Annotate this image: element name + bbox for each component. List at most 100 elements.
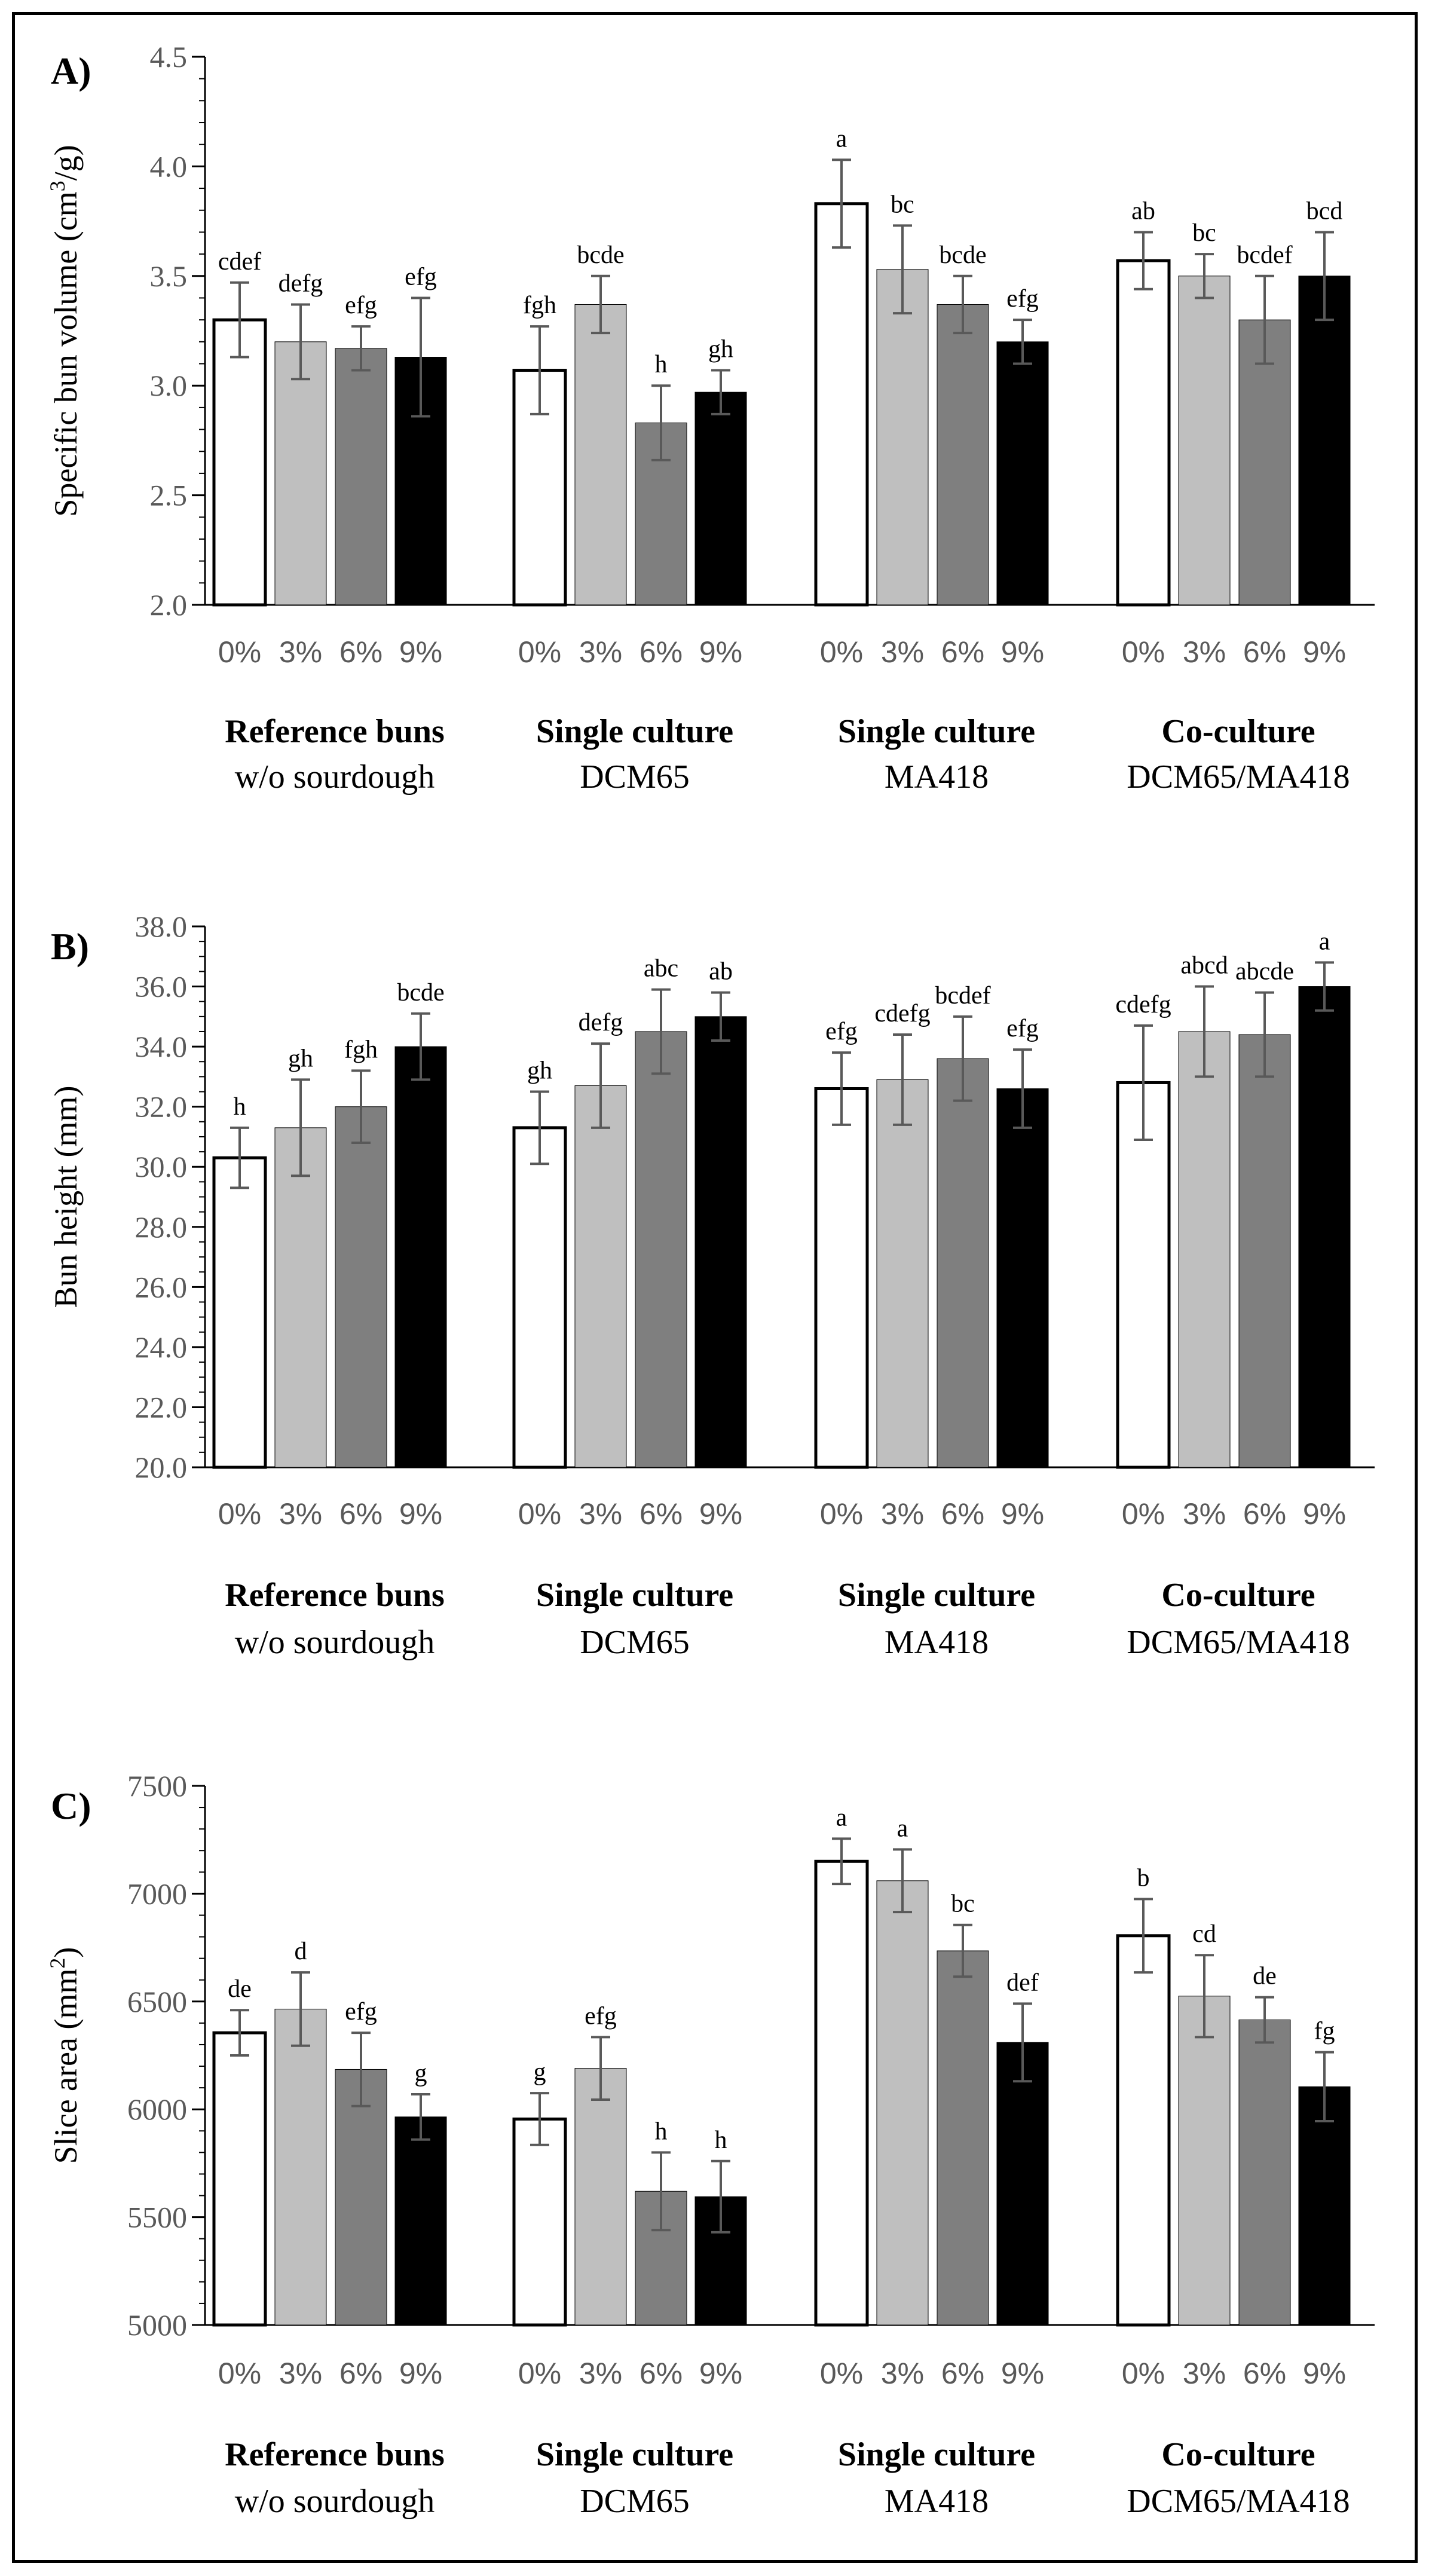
significance-letter: a: [897, 1815, 908, 1842]
bar: [512, 1126, 567, 1469]
group-title: Single culture: [838, 2436, 1035, 2473]
group-title: Single culture: [536, 2436, 733, 2473]
significance-letter: ab: [709, 958, 733, 986]
x-tick-label: 9%: [399, 1497, 442, 1531]
x-tick-label: 0%: [820, 1497, 863, 1531]
x-tick-label: 0%: [218, 1497, 261, 1531]
bar: [1116, 259, 1171, 607]
significance-letter: fgh: [523, 292, 556, 319]
group-subtitle: DCM65: [580, 758, 690, 796]
significance-letter: bc: [891, 191, 914, 218]
y-tick-label: 2.0: [150, 588, 188, 622]
bar: [996, 2042, 1049, 2326]
x-tick-label: 6%: [639, 2357, 683, 2390]
bar: [1238, 1034, 1291, 1468]
bar-group: de 0% d 3% efg 6% g 9% Reference buns w/o sourdou…: [212, 1938, 447, 2520]
significance-letter: bcde: [397, 979, 444, 1006]
y-tick-label: 34.0: [135, 1030, 188, 1063]
y-axis-label-main: Slice area (mm: [48, 1969, 84, 2164]
significance-letter: de: [1253, 1963, 1277, 1990]
x-tick-label: 6%: [941, 1497, 984, 1531]
bar: [212, 2031, 267, 2327]
x-tick-label: 9%: [399, 635, 442, 669]
y-tick-label: 38.0: [135, 910, 188, 943]
x-tick-label: 0%: [820, 635, 863, 669]
group-subtitle: MA418: [885, 1624, 989, 1661]
y-tick-label: 28.0: [135, 1210, 188, 1244]
significance-letter: gh: [527, 1057, 552, 1085]
significance-letter: fg: [1314, 2018, 1335, 2045]
group-subtitle: w/o sourdough: [235, 1624, 435, 1661]
significance-letter: h: [234, 1093, 246, 1121]
significance-letter: defg: [279, 270, 323, 297]
y-tick-label: 30.0: [135, 1150, 188, 1183]
bar-group: efg 0% cdefg 3% bcdef 6% efg 9% Single culture MA…: [814, 982, 1049, 1661]
x-tick-label: 3%: [881, 2357, 924, 2390]
significance-letter: bcd: [1306, 197, 1343, 225]
group-title: Reference buns: [225, 713, 445, 750]
bar: [574, 2068, 627, 2326]
y-axis-label: Bun height (mm): [48, 1086, 84, 1308]
significance-letter: cdefg: [874, 1000, 930, 1027]
significance-letter: efg: [1006, 285, 1039, 313]
y-tick-label: 4.0: [150, 149, 188, 183]
panel-label: B): [51, 925, 89, 968]
bar-group: b 0% cd 3% de 6% fg 9% Co-culture DCM65/MA418: [1116, 1864, 1351, 2520]
x-tick-label: 6%: [941, 2357, 984, 2390]
x-tick-label: 0%: [1122, 2357, 1165, 2390]
bar: [274, 341, 327, 605]
significance-letter: bcde: [939, 241, 986, 269]
bar: [1116, 1934, 1171, 2327]
x-tick-label: 3%: [1183, 2357, 1226, 2390]
group-subtitle: DCM65/MA418: [1127, 1624, 1350, 1661]
significance-letter: de: [228, 1975, 252, 2003]
bar: [876, 269, 929, 605]
y-tick-label: 3.5: [150, 259, 188, 293]
significance-letter: bcdef: [935, 982, 990, 1009]
group-subtitle: w/o sourdough: [235, 2483, 435, 2520]
group-subtitle: DCM65/MA418: [1127, 2483, 1350, 2520]
bar: [937, 1950, 989, 2326]
bar: [1298, 2086, 1351, 2326]
significance-letter: efg: [585, 2002, 617, 2030]
chart-panel-3: C) 5000 5500 6000 6500 7000 7500 Slice area (mm…: [45, 1769, 1375, 2520]
group-title: Reference buns: [225, 2436, 445, 2473]
x-tick-label: 9%: [1001, 635, 1044, 669]
x-tick-label: 3%: [579, 2357, 622, 2390]
significance-letter: h: [715, 2127, 727, 2154]
significance-letter: h: [655, 2118, 668, 2145]
bar: [996, 341, 1049, 605]
bar: [574, 304, 627, 605]
group-subtitle: DCM65: [580, 2483, 690, 2520]
y-tick-label: 3.0: [150, 369, 188, 402]
x-tick-label: 9%: [1303, 1497, 1346, 1531]
significance-letter: a: [1319, 928, 1330, 955]
significance-letter: bc: [951, 1890, 975, 1918]
y-axis-label-main: Specific bun volume (cm: [48, 191, 84, 516]
x-tick-label: 9%: [1303, 635, 1346, 669]
x-tick-label: 6%: [1243, 2357, 1286, 2390]
bar: [1298, 276, 1351, 605]
x-tick-label: 3%: [1183, 1497, 1226, 1531]
bar-group: cdef 0% defg 3% efg 6% efg 9% Reference buns w/o …: [212, 248, 447, 796]
bar: [1298, 986, 1351, 1468]
significance-letter: efg: [345, 292, 377, 319]
significance-letter: efg: [405, 263, 437, 290]
x-tick-label: 9%: [1303, 2357, 1346, 2390]
bar: [335, 2069, 387, 2326]
x-tick-label: 3%: [579, 1497, 622, 1531]
group-title: Single culture: [536, 713, 733, 750]
bar: [814, 1087, 869, 1469]
x-tick-label: 6%: [339, 2357, 383, 2390]
x-tick-label: 6%: [339, 635, 383, 669]
y-tick-label: 24.0: [135, 1330, 188, 1364]
y-tick-label: 2.5: [150, 479, 188, 512]
significance-letter: g: [415, 2060, 427, 2087]
x-tick-label: 3%: [279, 2357, 322, 2390]
x-tick-label: 9%: [399, 2357, 442, 2390]
x-tick-label: 9%: [1001, 1497, 1044, 1531]
significance-letter: efg: [345, 1998, 377, 2026]
bar: [212, 318, 267, 607]
bar: [512, 2117, 567, 2327]
